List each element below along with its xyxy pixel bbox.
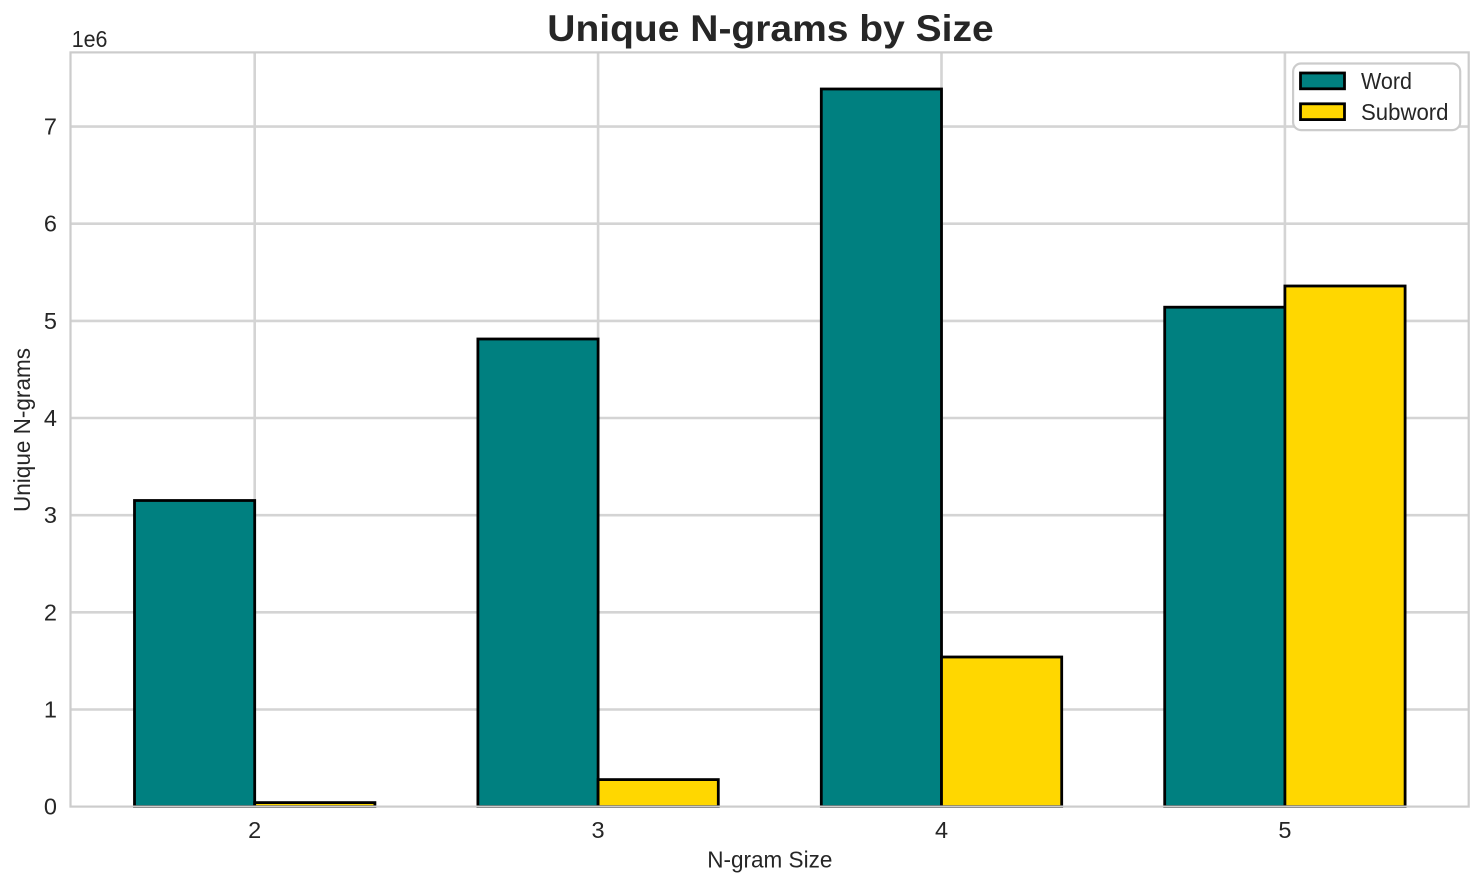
svg-text:N-gram Size: N-gram Size [707,847,832,873]
svg-text:1: 1 [44,697,57,723]
svg-text:7: 7 [44,114,57,140]
svg-text:5: 5 [1278,817,1291,843]
svg-text:1e6: 1e6 [72,26,108,52]
svg-text:0: 0 [44,794,57,820]
svg-text:3: 3 [592,817,605,843]
svg-text:Unique N-grams: Unique N-grams [9,348,35,512]
svg-text:2: 2 [44,599,57,625]
svg-text:Subword: Subword [1361,99,1449,125]
svg-text:4: 4 [935,817,948,843]
svg-text:3: 3 [44,502,57,528]
svg-text:2: 2 [248,817,261,843]
svg-text:Unique N-grams by Size: Unique N-grams by Size [547,7,993,49]
svg-text:5: 5 [44,308,57,334]
svg-text:6: 6 [44,211,57,237]
svg-text:Word: Word [1361,68,1412,94]
svg-text:4: 4 [44,405,57,431]
